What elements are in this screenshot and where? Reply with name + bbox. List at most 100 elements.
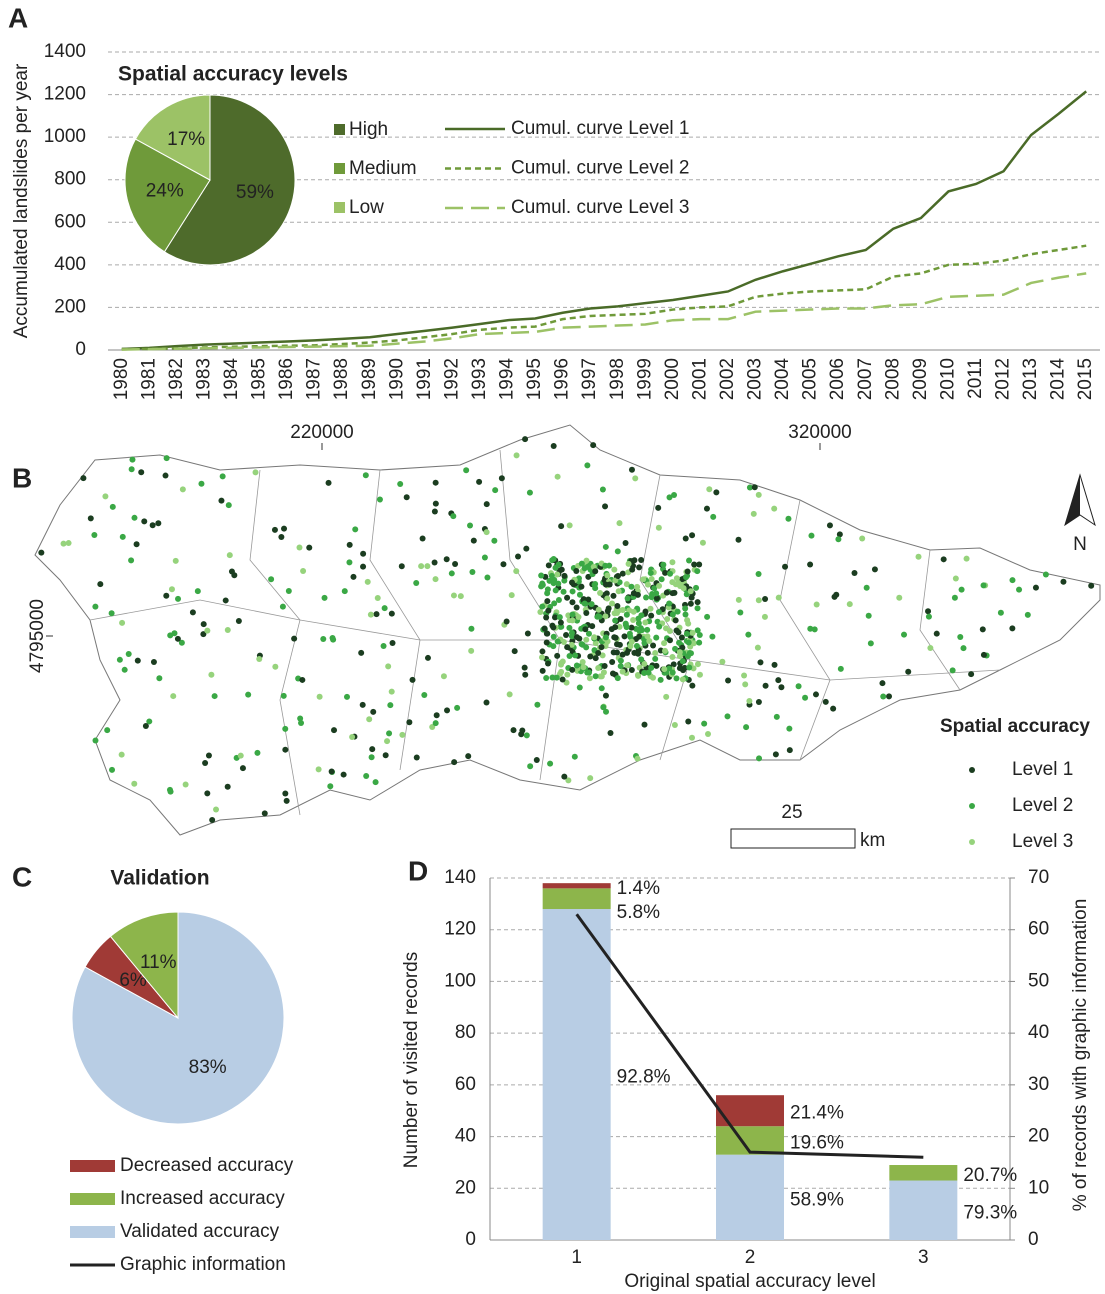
map-point [350, 573, 357, 580]
map-point [573, 634, 580, 641]
legend-label: Low [349, 197, 384, 218]
map-point [432, 479, 439, 486]
map-point [719, 658, 726, 665]
map-point [584, 462, 591, 469]
pie-label: 11% [140, 952, 177, 973]
map-point [569, 599, 576, 606]
map-point [927, 644, 934, 651]
map-point [669, 590, 676, 597]
map-point [687, 588, 694, 595]
map-point [635, 620, 642, 627]
map-point [1060, 578, 1067, 585]
x-tick-label: 1983 [193, 358, 214, 400]
map-point [515, 553, 522, 560]
map-point [585, 596, 592, 603]
map-point [886, 693, 893, 700]
x-tick-label: 2001 [689, 358, 710, 400]
map-point [492, 487, 499, 494]
map-point [672, 617, 679, 624]
map-point [162, 472, 169, 479]
legend-label: Level 1 [1012, 759, 1073, 780]
map-point [632, 475, 639, 482]
map-point [578, 583, 585, 590]
map-point [575, 614, 582, 621]
map-point [655, 504, 662, 511]
map-point [226, 552, 233, 559]
map-point [859, 535, 866, 542]
map-point [699, 539, 706, 546]
map-point [366, 716, 373, 723]
map-point [630, 608, 637, 615]
x-tick-label: 2015 [1075, 358, 1096, 400]
map-point [555, 597, 562, 604]
map-point [863, 584, 870, 591]
map-point [543, 639, 550, 646]
map-point [638, 627, 645, 634]
map-point [771, 505, 778, 512]
map-point [619, 651, 626, 658]
map-point [802, 694, 809, 701]
legend-swatch [70, 1160, 115, 1172]
map-point [358, 649, 365, 656]
map-point [619, 570, 626, 577]
map-point [604, 572, 611, 579]
map-point [328, 768, 335, 775]
map-point [836, 531, 843, 538]
map-point [539, 648, 546, 655]
map-point [563, 631, 570, 638]
map-point [133, 541, 140, 548]
map-point [550, 442, 557, 449]
map-point [688, 734, 695, 741]
bar-segment [542, 883, 611, 889]
map-point [595, 650, 602, 657]
map-point [256, 656, 263, 663]
map-point [616, 623, 623, 630]
map-point [299, 676, 306, 683]
map-point [630, 616, 637, 623]
map-point [678, 634, 685, 641]
map-point [596, 613, 603, 620]
map-point [547, 760, 554, 767]
map-point [871, 566, 878, 573]
map-point [653, 634, 660, 641]
map-point [691, 561, 698, 568]
map-point [915, 553, 922, 560]
map-point [638, 557, 645, 564]
map-point [224, 627, 231, 634]
map-point [564, 594, 571, 601]
map-point [851, 569, 858, 576]
map-point [634, 671, 641, 678]
map-point [552, 564, 559, 571]
north-arrow-half [1065, 475, 1080, 525]
legend-swatch [70, 1193, 115, 1205]
map-point [661, 666, 668, 673]
map-point [598, 685, 605, 692]
map-point [523, 732, 530, 739]
map-point [901, 631, 908, 638]
map-point [762, 596, 769, 603]
map-point [652, 650, 659, 657]
map-point [623, 611, 630, 618]
map-point [583, 609, 590, 616]
map-point [655, 608, 662, 615]
map-point [163, 455, 170, 462]
map-point [680, 585, 687, 592]
map-point [200, 621, 207, 628]
map-point [880, 693, 887, 700]
map-point [163, 592, 170, 599]
map-point [282, 725, 289, 732]
map-point [278, 534, 285, 541]
map-point [599, 486, 606, 493]
legend-label: Decreased accuracy [120, 1155, 294, 1176]
map-point [617, 663, 624, 670]
x-tick-label: 1990 [386, 358, 407, 400]
x-tick-label: 2008 [882, 358, 903, 400]
map-point [694, 599, 701, 606]
map-point [213, 806, 220, 813]
map-point [413, 754, 420, 761]
line-series [121, 244, 1087, 351]
y2-tick-label: 40 [1028, 1022, 1049, 1043]
map-point [397, 480, 404, 487]
map-point [595, 665, 602, 672]
x-tick-label: 1997 [579, 358, 600, 400]
